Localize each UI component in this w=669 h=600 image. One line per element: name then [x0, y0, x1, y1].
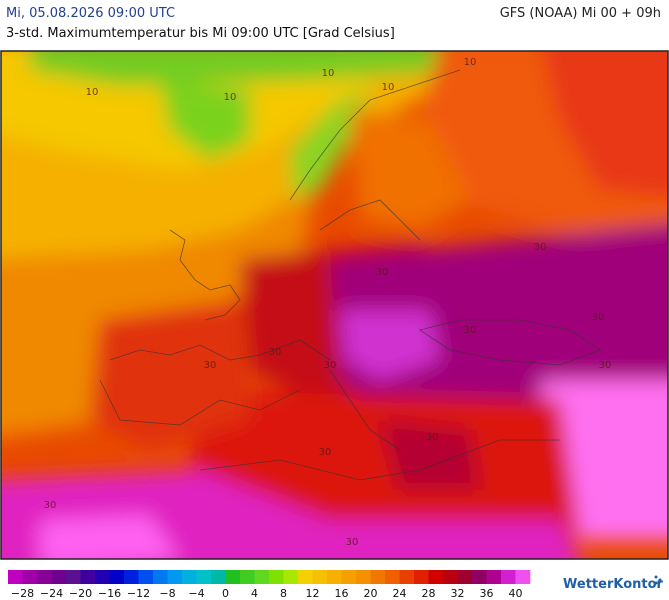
colorbar-swatch	[182, 570, 197, 584]
contour-label: 30	[319, 447, 332, 458]
colorbar-swatch	[399, 570, 415, 584]
colorbar-swatch	[414, 570, 429, 584]
colorbar-swatch	[356, 570, 371, 584]
colorbar-swatch	[269, 570, 284, 584]
contour-label: 30	[44, 500, 57, 511]
contour-label: 30	[376, 267, 389, 278]
colorbar-swatch	[8, 570, 23, 584]
contour-label: 30	[592, 312, 605, 323]
colorbar-swatch	[254, 570, 270, 584]
logo-mark	[654, 575, 662, 585]
colorbar-tick-label: 16	[335, 587, 349, 600]
colorbar-swatch	[472, 570, 487, 584]
colorbar-swatch	[225, 570, 241, 584]
contour-label: 10	[464, 57, 477, 68]
colorbar-tick-label: −12	[127, 587, 150, 600]
colorbar: −28 −24 −20 −16 −12 −8 −4 0 4 8 12 16 20 24 28 32 36 40	[8, 570, 531, 600]
colorbar-tick-label: 36	[480, 587, 494, 600]
colorbar-swatch	[515, 570, 531, 584]
colorbar-tick-label: 40	[509, 587, 523, 600]
contour-label: 10	[382, 82, 395, 93]
colorbar-swatch	[428, 570, 444, 584]
contour-label: 30	[204, 360, 217, 371]
colorbar-swatch	[95, 570, 110, 584]
contour-label: 10	[224, 92, 237, 103]
colorbar-tick-label: 20	[364, 587, 378, 600]
colorbar-swatch	[341, 570, 357, 584]
contour-label: 10	[322, 68, 335, 79]
contour-label: 30	[426, 432, 439, 443]
colorbar-swatch	[167, 570, 183, 584]
contour-label: 30	[324, 360, 337, 371]
colorbar-tick-label: −24	[40, 587, 63, 600]
colorbar-tick-label: 4	[251, 587, 258, 600]
subtitle: 3-std. Maximumtemperatur bis Mi 09:00 UT…	[6, 26, 395, 41]
colorbar-swatch	[457, 570, 473, 584]
contour-label: 30	[269, 347, 282, 358]
model-run: GFS (NOAA) Mi 00 + 09h	[499, 6, 661, 21]
colorbar-swatch	[385, 570, 400, 584]
colorbar-swatch	[312, 570, 328, 584]
colorbar-tick-label: 32	[451, 587, 465, 600]
colorbar-tick-label: −4	[188, 587, 204, 600]
date-title: Mi, 05.08.2026 09:00 UTC	[6, 6, 176, 21]
colorbar-swatch	[153, 570, 168, 584]
colorbar-swatch	[370, 570, 386, 584]
coastlines	[99, 69, 601, 481]
colorbar-tick-label: 24	[393, 587, 407, 600]
colorbar-tick-label: 8	[280, 587, 287, 600]
colorbar-tick-label: 28	[422, 587, 436, 600]
colorbar-swatch	[298, 570, 313, 584]
colorbar-swatch	[196, 570, 212, 584]
contour-label: 10	[86, 87, 99, 98]
colorbar-swatch	[66, 570, 81, 584]
colorbar-swatch	[109, 570, 125, 584]
colorbar-swatch	[443, 570, 458, 584]
colorbar-swatch	[138, 570, 154, 584]
colorbar-swatch	[486, 570, 502, 584]
colorbar-tick-label: −8	[159, 587, 175, 600]
contour-label: 30	[534, 242, 547, 253]
temperature-field: 10 10 10 10 10 30 30 30 30 30 30 30 30 30 30 30 30	[1, 51, 668, 559]
colorbar-swatch	[240, 570, 255, 584]
colorbar-tick-label: 12	[306, 587, 320, 600]
colorbar-swatch	[80, 570, 96, 584]
colorbar-swatch	[37, 570, 52, 584]
map-frame	[0, 50, 669, 560]
colorbar-tick-label: −16	[98, 587, 121, 600]
colorbar-swatch	[51, 570, 67, 584]
logo: WetterKontor	[563, 577, 664, 592]
colorbar-swatch	[22, 570, 38, 584]
colorbar-swatch	[327, 570, 342, 584]
colorbar-tick-label: −28	[11, 587, 34, 600]
contour-labels: 10 10 10 10 10 30 30 30 30 30 30 30 30 30 30 30 30	[44, 57, 612, 548]
colorbar-swatch	[501, 570, 516, 584]
colorbar-tick-label: 0	[222, 587, 229, 600]
contour-label: 30	[346, 537, 359, 548]
colorbar-tick-label: −20	[69, 587, 92, 600]
colorbar-swatch	[124, 570, 139, 584]
contour-label: 30	[599, 360, 612, 371]
colorbar-swatch	[283, 570, 299, 584]
contour-label: 30	[464, 325, 477, 336]
colorbar-swatch	[211, 570, 226, 584]
